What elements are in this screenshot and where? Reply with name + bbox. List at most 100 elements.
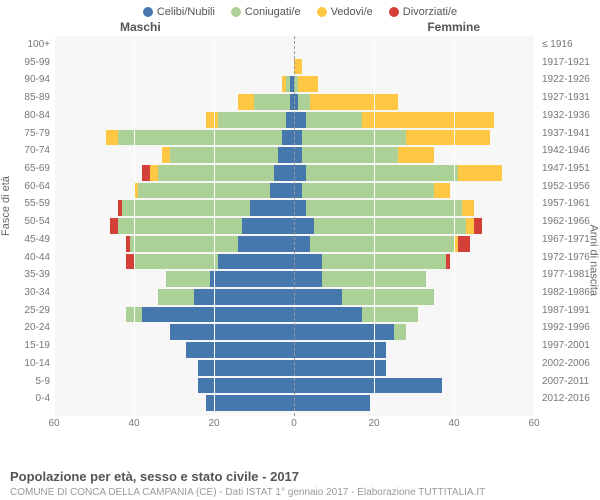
ylabel-age: 55-59 <box>0 198 50 209</box>
ylabel-birth: 1932-1936 <box>542 110 600 121</box>
gridline <box>134 36 135 416</box>
bar-seg-female <box>294 165 306 181</box>
bar-seg-female <box>306 200 462 216</box>
bar-seg-male <box>198 360 294 376</box>
bar-seg-female <box>298 76 318 92</box>
xlabel: 20 <box>208 418 219 429</box>
bar-seg-female <box>458 236 470 252</box>
ylabel-birth: 2007-2011 <box>542 376 600 387</box>
ylabel-age: 40-44 <box>0 252 50 263</box>
bar-seg-female <box>294 254 322 270</box>
bar-seg-female <box>294 378 442 394</box>
ylabel-age: 95-99 <box>0 57 50 68</box>
bar-seg-female <box>294 395 370 411</box>
legend: Celibi/Nubili Coniugati/e Vedovi/e Divorzia… <box>0 0 600 20</box>
ylabel-birth: 1957-1961 <box>542 198 600 209</box>
legend-swatch <box>231 7 241 17</box>
bar-seg-male <box>186 342 294 358</box>
bar-seg-female <box>362 307 418 323</box>
ylabel-age: 80-84 <box>0 110 50 121</box>
bar-seg-female <box>302 130 406 146</box>
header-female: Femmine <box>427 20 480 34</box>
bar-seg-female <box>434 183 450 199</box>
bar-seg-female <box>362 112 494 128</box>
ylabel-age: 85-89 <box>0 92 50 103</box>
legend-item: Vedovi/e <box>317 6 373 18</box>
ylabel-birth: 1967-1971 <box>542 234 600 245</box>
ylabel-age: 75-79 <box>0 128 50 139</box>
bar-seg-female <box>462 200 474 216</box>
bar-seg-female <box>294 360 386 376</box>
ylabel-age: 100+ <box>0 39 50 50</box>
bar-seg-male <box>110 218 118 234</box>
bar-seg-male <box>238 94 254 110</box>
bar-seg-female <box>294 200 306 216</box>
legend-item: Coniugati/e <box>231 6 301 18</box>
ylabel-age: 35-39 <box>0 269 50 280</box>
bar-seg-female <box>294 324 394 340</box>
ylabel-age: 10-14 <box>0 358 50 369</box>
ylabel-birth: 1937-1941 <box>542 128 600 139</box>
legend-item: Celibi/Nubili <box>143 6 215 18</box>
bar-seg-male <box>142 165 150 181</box>
bar-seg-female <box>342 289 434 305</box>
bar-seg-male <box>282 130 294 146</box>
bar-seg-male <box>206 112 218 128</box>
ylabel-birth: 1982-1986 <box>542 287 600 298</box>
ylabel-birth: 1987-1991 <box>542 305 600 316</box>
bar-seg-male <box>118 130 282 146</box>
bar-seg-male <box>118 200 122 216</box>
bar-seg-male <box>254 94 290 110</box>
centerline <box>294 36 295 416</box>
ylabel-birth: 1942-1946 <box>542 145 600 156</box>
bar-seg-male <box>194 289 294 305</box>
gridline <box>454 36 455 416</box>
bar-seg-female <box>294 218 314 234</box>
xlabel: 40 <box>128 418 139 429</box>
bar-seg-female <box>294 147 302 163</box>
bar-seg-male <box>158 165 274 181</box>
bar-seg-female <box>306 165 458 181</box>
bar-seg-male <box>286 76 290 92</box>
bar-seg-male <box>166 271 210 287</box>
ylabel-birth: 1917-1921 <box>542 57 600 68</box>
ylabel-age: 90-94 <box>0 74 50 85</box>
bar-seg-male <box>118 218 242 234</box>
bar-seg-male <box>270 183 294 199</box>
bar-seg-female <box>294 59 302 75</box>
bar-seg-male <box>242 218 294 234</box>
ylabel-birth: 1977-1981 <box>542 269 600 280</box>
gridline <box>214 36 215 416</box>
ylabel-birth: 1927-1931 <box>542 92 600 103</box>
bar-seg-male <box>138 183 270 199</box>
legend-item: Divorziati/e <box>389 6 457 18</box>
ylabel-age: 60-64 <box>0 181 50 192</box>
bar-seg-female <box>394 324 406 340</box>
xlabel: 40 <box>448 418 459 429</box>
bar-seg-male <box>162 147 170 163</box>
bar-seg-female <box>314 218 466 234</box>
bar-seg-female <box>302 147 398 163</box>
ylabel-age: 65-69 <box>0 163 50 174</box>
bar-seg-male <box>158 289 194 305</box>
bar-seg-female <box>398 147 434 163</box>
plot-area <box>54 36 534 416</box>
ylabel-birth: 1952-1956 <box>542 181 600 192</box>
bar-seg-male <box>198 378 294 394</box>
bar-seg-male <box>126 254 134 270</box>
ylabel-birth: ≤ 1916 <box>542 39 600 50</box>
bar-seg-male <box>238 236 294 252</box>
bar-seg-male <box>130 236 238 252</box>
bar-seg-female <box>466 218 474 234</box>
ylabel-age: 50-54 <box>0 216 50 227</box>
legend-swatch <box>143 7 153 17</box>
bar-seg-female <box>298 94 310 110</box>
bar-seg-male <box>282 76 286 92</box>
bar-seg-female <box>294 271 322 287</box>
legend-label: Vedovi/e <box>331 6 373 18</box>
bar-seg-male <box>142 307 294 323</box>
gridline <box>374 36 375 416</box>
bar-seg-female <box>474 218 482 234</box>
xlabel: 0 <box>291 418 297 429</box>
legend-swatch <box>317 7 327 17</box>
